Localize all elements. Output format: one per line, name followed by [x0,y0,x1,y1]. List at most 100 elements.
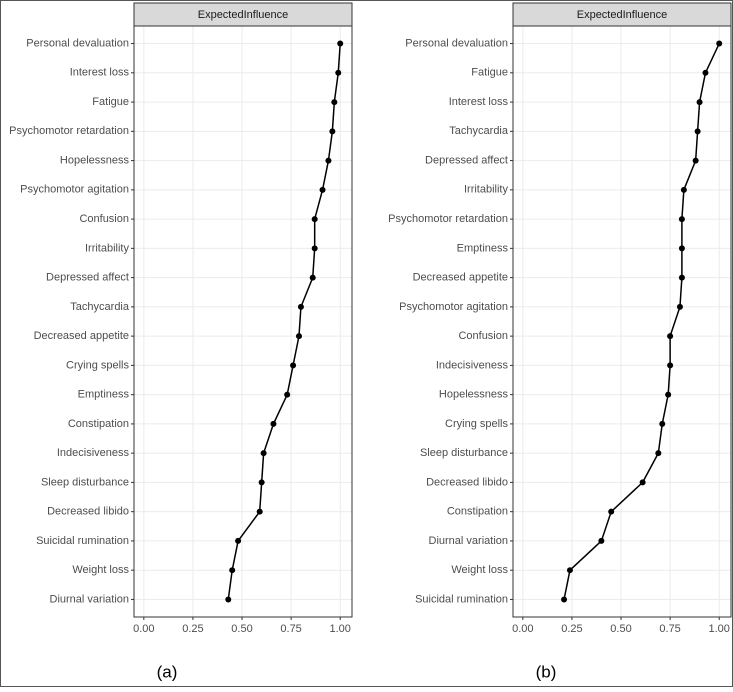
point [692,157,699,164]
point [667,362,674,369]
plot-border [133,25,353,618]
point [676,303,683,310]
y-tick-label: Interest loss [70,67,130,79]
strip-title: ExpectedInfluence [577,9,668,21]
y-tick-label: Tachycardia [449,125,509,137]
x-tick-label: 0.75 [280,623,301,635]
point [598,537,605,544]
point [309,274,316,281]
plot-border [512,25,732,618]
point [284,391,291,398]
point [608,508,615,515]
y-tick-label: Psychomotor retardation [388,213,508,225]
point [337,40,344,47]
y-tick-label: Suicidal rumination [36,535,129,547]
y-tick-label: Sleep disturbance [41,476,129,488]
y-tick-label: Irritability [85,242,130,254]
point [667,333,674,340]
y-tick-label: Fatigue [471,67,508,79]
y-tick-label: Diurnal variation [429,535,508,547]
y-tick-label: Emptiness [78,389,130,401]
y-tick-label: Confusion [458,330,508,342]
strip-title: ExpectedInfluence [198,9,289,21]
point [561,596,568,603]
y-tick-label: Personal devaluation [405,37,508,49]
y-tick-label: Fatigue [92,96,129,108]
x-tick-label: 0.50 [610,623,631,635]
y-tick-label: Weight loss [72,564,129,576]
y-tick-label: Decreased libido [47,506,129,518]
point [639,479,646,486]
y-tick-label: Crying spells [445,418,508,430]
point [258,479,265,486]
point [331,99,338,106]
point [566,567,573,574]
x-tick-label: 0.25 [561,623,582,635]
caption: (a) [157,662,178,681]
point [678,245,685,252]
x-tick-label: 1.00 [709,623,730,635]
y-tick-label: Suicidal rumination [415,593,508,605]
caption: (b) [536,662,557,681]
y-tick-label: Indecisiveness [57,447,130,459]
y-tick-label: Constipation [447,506,508,518]
point [678,216,685,223]
point [694,128,701,135]
x-tick-label: 0.75 [659,623,680,635]
point [260,450,267,457]
y-tick-label: Personal devaluation [26,37,129,49]
y-tick-label: Decreased appetite [413,272,508,284]
point [290,362,297,369]
point [678,274,685,281]
y-tick-label: Crying spells [66,359,129,371]
x-tick-label: 0.00 [133,623,154,635]
point [235,537,242,544]
point [311,216,318,223]
y-tick-label: Depressed affect [46,272,129,284]
point [329,128,336,135]
x-tick-label: 0.00 [512,623,533,635]
line [563,43,720,600]
y-tick-label: Hopelessness [439,389,509,401]
point [256,508,263,515]
point [311,245,318,252]
y-tick-label: Irritability [464,184,509,196]
y-tick-label: Emptiness [457,242,509,254]
plot-background [134,26,352,617]
line [227,43,341,600]
point [295,333,302,340]
y-tick-label: Psychomotor retardation [9,125,129,137]
point [696,99,703,106]
point [716,40,723,47]
y-tick-label: Hopelessness [60,154,130,166]
y-tick-label: Depressed affect [425,154,508,166]
point [319,186,326,193]
point [665,391,672,398]
x-tick-label: 0.25 [182,623,203,635]
x-tick-label: 1.00 [330,623,351,635]
point [325,157,332,164]
y-tick-label: Decreased libido [426,476,508,488]
point [225,596,232,603]
point [655,450,662,457]
point [229,567,236,574]
point [702,69,709,76]
x-tick-label: 0.50 [231,623,252,635]
point [659,420,666,427]
y-tick-label: Indecisiveness [436,359,509,371]
y-tick-label: Decreased appetite [34,330,129,342]
y-tick-label: Sleep disturbance [420,447,508,459]
plot-background [513,26,731,617]
y-tick-label: Weight loss [451,564,508,576]
y-tick-label: Psychomotor agitation [399,301,508,313]
point [297,303,304,310]
y-tick-label: Tachycardia [70,301,130,313]
y-tick-label: Interest loss [449,96,509,108]
y-tick-label: Confusion [79,213,129,225]
point [335,69,342,76]
y-tick-label: Psychomotor agitation [20,184,129,196]
point [270,420,277,427]
y-tick-label: Diurnal variation [50,593,129,605]
y-tick-label: Constipation [68,418,129,430]
